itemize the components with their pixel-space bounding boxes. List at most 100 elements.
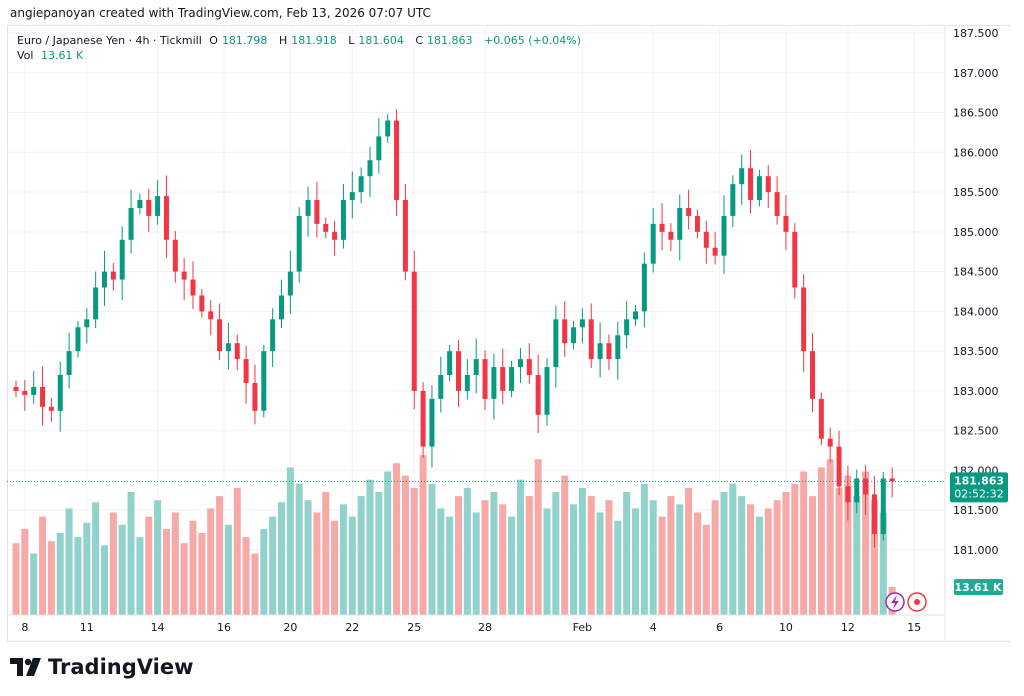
volume-bar xyxy=(773,500,781,615)
volume-bar xyxy=(879,512,887,615)
volume-bar xyxy=(304,500,312,615)
candle-body xyxy=(818,398,824,439)
candle-body xyxy=(588,319,594,360)
volume-bar xyxy=(109,512,117,615)
volume-bar xyxy=(455,496,462,615)
price-tick-label: 183.000 xyxy=(953,385,999,398)
price-tick-label: 184.500 xyxy=(953,266,999,279)
time-tick-label: 25 xyxy=(407,621,421,634)
candle-body xyxy=(686,207,692,216)
volume-bar xyxy=(578,487,586,615)
candle-body xyxy=(243,359,249,383)
candle-body xyxy=(774,192,780,216)
volume-bar xyxy=(189,520,197,615)
volume-bar xyxy=(401,475,409,615)
volume-bar xyxy=(419,455,427,615)
candle-body xyxy=(659,223,665,232)
volume-bar xyxy=(570,504,578,615)
volume-bar xyxy=(269,516,277,615)
volume-bar xyxy=(410,487,418,615)
candle-body xyxy=(792,231,798,288)
candle-body xyxy=(606,343,612,360)
candle-body xyxy=(464,375,470,391)
volume-bar xyxy=(428,483,436,615)
price-axis: 181.000181.500182.000182.500183.000183.5… xyxy=(944,25,999,640)
candle-body xyxy=(190,279,196,296)
volume-bar xyxy=(623,492,631,615)
volume-bar xyxy=(118,524,126,615)
time-tick-label: Feb xyxy=(573,621,592,634)
candle-body xyxy=(155,196,161,216)
candle-body xyxy=(756,176,762,201)
candle-body xyxy=(535,375,541,415)
volume-bar xyxy=(224,524,232,615)
candle-body xyxy=(694,215,700,232)
volume-bar xyxy=(587,496,595,615)
candle-body xyxy=(199,295,205,312)
volume-bar xyxy=(738,496,746,615)
volume-label[interactable]: Vol xyxy=(17,49,34,62)
candle-body xyxy=(810,351,815,399)
candle-body xyxy=(429,398,435,447)
candle-body xyxy=(163,196,169,240)
candle-body xyxy=(420,390,426,447)
volume-bars xyxy=(12,455,896,615)
volume-bar xyxy=(755,516,763,615)
volume-bar xyxy=(472,512,480,615)
candle-body xyxy=(332,231,338,240)
volume-bar xyxy=(534,459,542,615)
volume-bar xyxy=(862,471,870,615)
volume-bar xyxy=(853,496,861,615)
volume-bar xyxy=(516,479,524,615)
candle-body xyxy=(526,359,532,376)
candle-body xyxy=(128,207,134,240)
price-tick-label: 185.000 xyxy=(953,226,999,239)
volume-tag-bg xyxy=(954,579,1003,595)
legend: Euro / Japanese Yen · 4h · Tickmill O 181… xyxy=(17,33,585,63)
volume-bar xyxy=(561,475,569,615)
volume-bar xyxy=(720,492,728,615)
candle-body xyxy=(411,271,417,391)
candle-body xyxy=(482,359,488,399)
candle-body xyxy=(579,319,585,328)
chart-frame[interactable] xyxy=(7,25,1011,642)
candle-body xyxy=(456,351,461,391)
volume-bar xyxy=(711,500,719,615)
price-tick-label: 186.500 xyxy=(953,107,999,120)
candle-body xyxy=(730,184,736,216)
candle-body xyxy=(181,271,187,280)
candle-body xyxy=(287,271,293,296)
tradingview-logo[interactable]: TradingView xyxy=(10,655,193,679)
volume-bar xyxy=(605,500,613,615)
lightning-icon[interactable] xyxy=(885,592,905,612)
price-tick-label: 185.500 xyxy=(953,186,999,199)
candle-body xyxy=(66,351,72,376)
volume-bar xyxy=(667,496,675,615)
time-tick-label: 14 xyxy=(151,621,165,634)
volume-bar xyxy=(463,487,471,615)
volume-bar xyxy=(870,500,878,615)
logo-text: TradingView xyxy=(48,655,194,679)
candle-body xyxy=(633,311,638,320)
volume-bar xyxy=(702,524,710,615)
open-label: O xyxy=(209,34,218,47)
volume-bar xyxy=(260,528,268,615)
candle-body xyxy=(827,438,833,447)
candle-body xyxy=(880,478,886,535)
low-value: 181.604 xyxy=(358,34,404,47)
candle-body xyxy=(270,319,276,352)
volume-bar xyxy=(251,553,259,615)
candle-body xyxy=(677,207,683,240)
volume-bar xyxy=(207,508,215,615)
volume-bar xyxy=(676,504,684,615)
volume-bar xyxy=(136,537,144,615)
record-icon[interactable] xyxy=(907,592,927,612)
candle-body xyxy=(597,343,603,360)
candle-body xyxy=(544,367,550,415)
price-tick-label: 187.000 xyxy=(953,67,999,80)
candle-body xyxy=(517,359,523,368)
symbol-label[interactable]: Euro / Japanese Yen · 4h · Tickmill xyxy=(17,34,202,47)
candle-body xyxy=(889,478,895,482)
volume-bar xyxy=(171,512,179,615)
